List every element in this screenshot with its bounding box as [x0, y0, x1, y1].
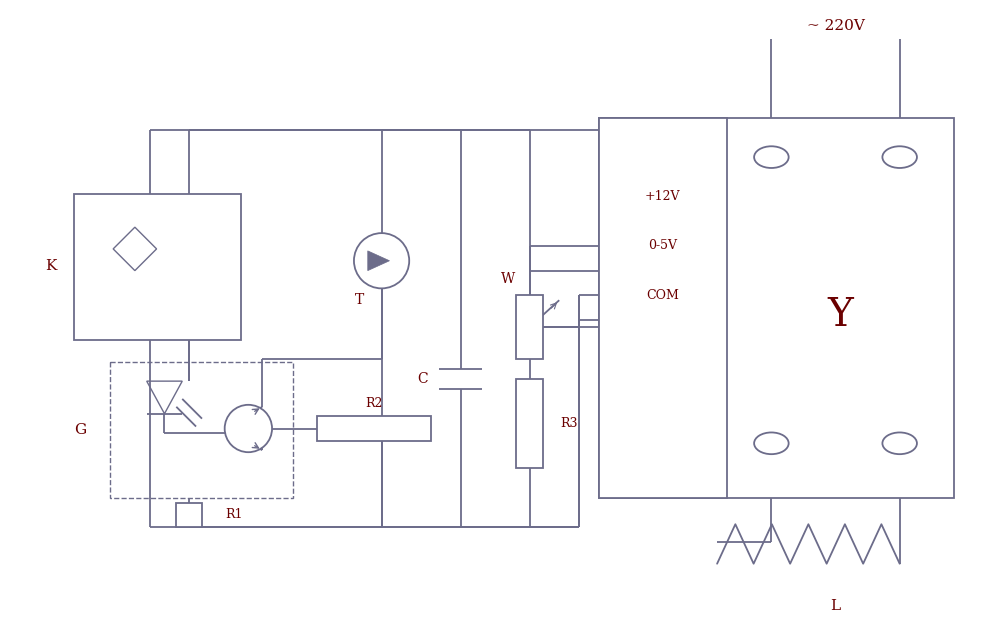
Text: W: W: [501, 272, 515, 285]
Bar: [599, 118, 954, 498]
Text: 0-5V: 0-5V: [648, 239, 677, 253]
Polygon shape: [368, 251, 389, 271]
Text: R3: R3: [560, 417, 578, 430]
Circle shape: [354, 233, 409, 289]
Text: R2: R2: [365, 398, 382, 410]
Text: COM: COM: [646, 289, 679, 302]
Text: R1: R1: [225, 508, 242, 521]
Text: +12V: +12V: [645, 190, 681, 203]
Bar: [74, 194, 241, 340]
Text: K: K: [45, 259, 57, 273]
Text: C: C: [418, 372, 428, 386]
Bar: [317, 416, 431, 441]
Text: L: L: [830, 599, 841, 613]
Bar: [516, 295, 543, 360]
Circle shape: [225, 405, 272, 452]
Bar: [110, 362, 293, 498]
Bar: [599, 118, 727, 498]
Text: T: T: [355, 293, 364, 307]
Bar: [176, 503, 202, 527]
Text: ~ 220V: ~ 220V: [807, 19, 864, 33]
Bar: [516, 379, 543, 468]
Text: G: G: [74, 423, 87, 437]
Text: Y: Y: [828, 296, 853, 334]
